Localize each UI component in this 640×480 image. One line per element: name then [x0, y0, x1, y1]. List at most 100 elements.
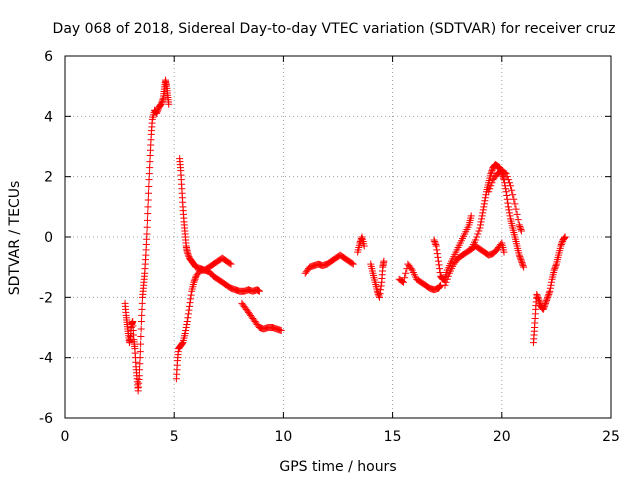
- data-point: [550, 266, 558, 274]
- data-point: [433, 246, 441, 254]
- data-point: [543, 295, 551, 303]
- data-point: [516, 222, 524, 230]
- data-point: [444, 272, 452, 280]
- data-point: [375, 293, 383, 301]
- data-point: [509, 191, 517, 199]
- data-point: [479, 206, 487, 214]
- data-point: [515, 251, 523, 259]
- data-point: [137, 317, 145, 325]
- data-point: [184, 314, 192, 322]
- x-tick-label: 20: [493, 429, 511, 445]
- data-point: [546, 287, 554, 295]
- y-tick-label: -2: [39, 290, 53, 306]
- y-tick-label: -6: [39, 411, 53, 427]
- data-point: [436, 282, 444, 290]
- data-point: [478, 215, 486, 223]
- chart-title: Day 068 of 2018, Sidereal Day-to-day VTE…: [53, 21, 616, 37]
- data-point: [154, 106, 162, 114]
- data-point: [138, 299, 146, 307]
- data-point: [277, 327, 285, 335]
- data-point: [551, 263, 559, 271]
- data-point: [487, 168, 495, 176]
- data-point: [153, 109, 161, 117]
- data-point: [182, 327, 190, 335]
- data-point: [183, 320, 191, 328]
- data-point: [182, 324, 190, 331]
- data-point: [505, 209, 513, 217]
- grid-lines: [65, 56, 611, 418]
- data-point: [138, 305, 146, 313]
- data-point: [227, 260, 235, 268]
- data-point: [481, 197, 489, 205]
- data-point: [360, 242, 368, 250]
- data-point: [503, 195, 511, 203]
- data-point: [136, 360, 144, 368]
- data-point: [183, 317, 191, 325]
- data-point: [516, 254, 524, 262]
- data-point: [504, 203, 512, 211]
- data-point: [561, 233, 569, 241]
- data-point: [144, 196, 152, 204]
- data-point: [501, 169, 509, 177]
- data-point: [547, 278, 555, 286]
- data-point: [518, 259, 526, 267]
- data-point: [487, 170, 495, 178]
- data-point: [503, 192, 511, 200]
- data-point: [502, 188, 510, 196]
- data-point: [401, 274, 409, 282]
- data-point: [187, 291, 195, 299]
- data-point: [517, 257, 525, 265]
- data-point: [135, 372, 143, 380]
- data-point: [467, 212, 475, 220]
- y-tick-label: 6: [44, 49, 53, 65]
- data-point: [504, 199, 512, 207]
- data-point: [552, 262, 560, 270]
- data-point: [136, 348, 144, 356]
- data-point: [145, 170, 153, 178]
- data-point: [502, 185, 510, 193]
- data-point: [517, 256, 525, 264]
- data-point: [475, 227, 483, 235]
- x-tick-label: 15: [384, 429, 402, 445]
- data-point: [502, 170, 510, 178]
- data-point: [511, 200, 519, 208]
- data-point: [137, 333, 145, 341]
- y-tick-label: -4: [39, 351, 53, 367]
- data-point: [505, 179, 513, 187]
- data-point: [477, 221, 485, 229]
- data-point: [190, 278, 198, 286]
- data-point: [181, 330, 189, 338]
- data-point: [516, 224, 524, 232]
- data-point: [544, 292, 552, 300]
- data-point: [519, 262, 527, 270]
- data-point: [185, 302, 193, 310]
- data-point: [543, 296, 551, 304]
- data-point: [441, 281, 449, 289]
- data-point: [545, 290, 553, 298]
- data-point: [178, 340, 186, 348]
- data-point: [486, 185, 494, 193]
- data-point: [547, 281, 555, 289]
- x-tick-label: 0: [61, 429, 70, 445]
- data-point: [146, 158, 154, 166]
- data-point: [432, 242, 440, 250]
- data-point: [516, 253, 524, 261]
- data-point: [183, 248, 191, 256]
- data-point: [505, 206, 513, 214]
- data-point: [374, 290, 382, 298]
- data-point: [517, 225, 525, 233]
- data-point: [478, 212, 486, 220]
- data-point: [158, 99, 166, 107]
- data-point: [540, 302, 548, 310]
- data-point: [443, 275, 451, 283]
- data-point: [436, 265, 444, 273]
- data-point: [542, 298, 550, 306]
- data-point: [165, 100, 173, 108]
- data-point: [480, 200, 488, 208]
- data-point: [432, 241, 440, 249]
- data-point: [512, 205, 520, 213]
- data-point: [442, 278, 450, 286]
- x-tick-labels: 0 5 10 15 20 25: [61, 429, 620, 445]
- data-point: [400, 278, 408, 286]
